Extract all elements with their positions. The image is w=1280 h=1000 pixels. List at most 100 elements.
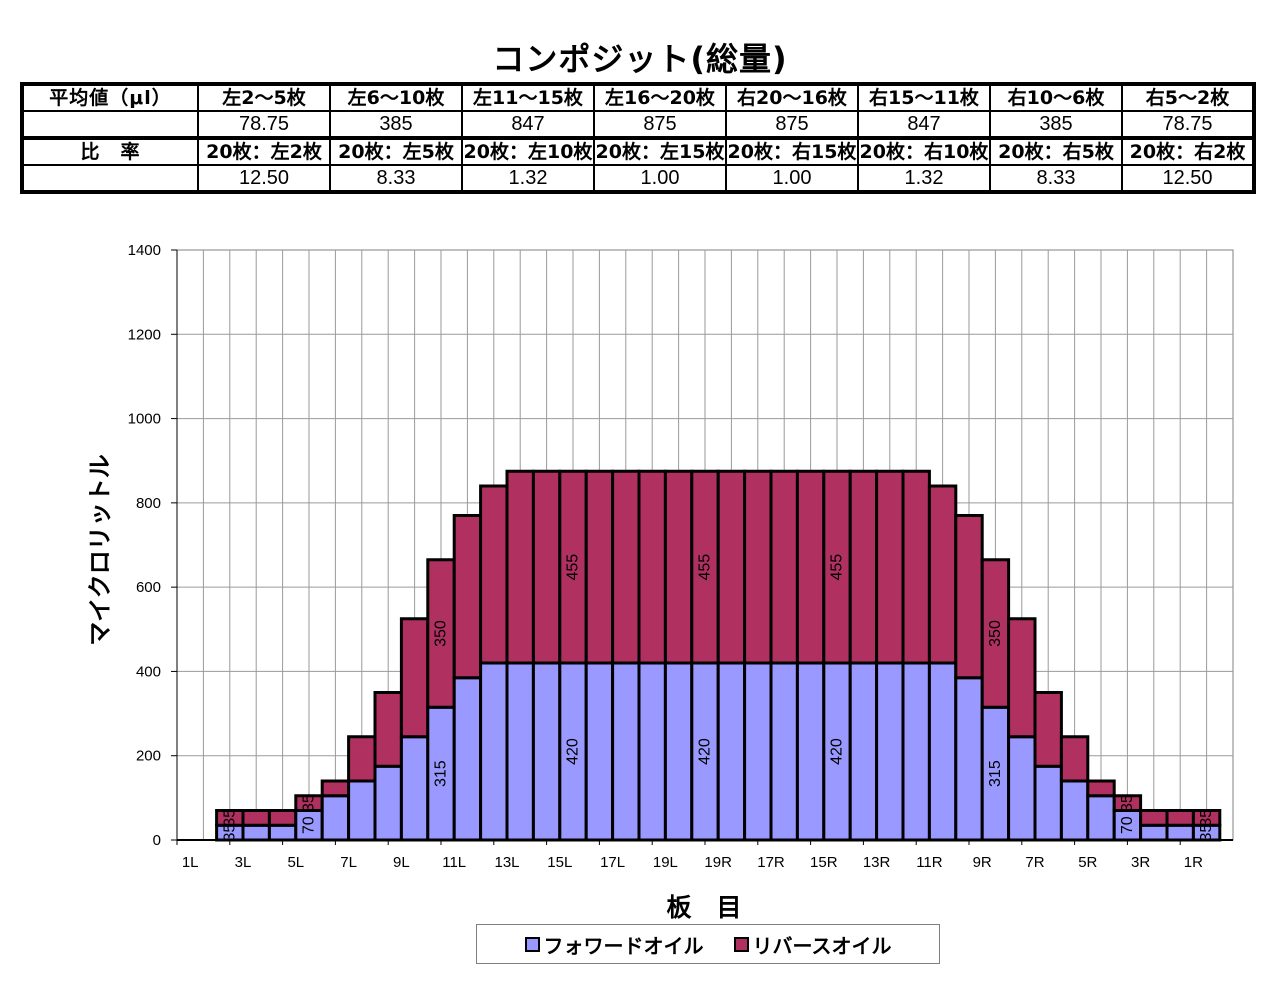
- bar-reverse-oil: [1191, 809, 1222, 827]
- table-header-cell: 右20～16枚: [725, 83, 859, 112]
- data-label: 35: [221, 809, 238, 827]
- bar-forward-oil: [716, 661, 747, 842]
- x-tick-label: 9R: [973, 854, 992, 871]
- bar-reverse-oil: [584, 469, 615, 665]
- data-label: 350: [433, 620, 450, 647]
- average-value: 385: [989, 110, 1123, 139]
- average-value: 847: [461, 110, 595, 139]
- x-tick-label: 13L: [494, 854, 519, 871]
- ratio-header-cell: 20枚：左15枚: [593, 136, 727, 166]
- bar-reverse-oil: [1033, 691, 1063, 768]
- bar-reverse-oil: [663, 469, 694, 665]
- bar-forward-oil: [1033, 764, 1063, 842]
- ratio-value: 1.32: [461, 164, 595, 193]
- x-tick-label: 5R: [1078, 854, 1097, 871]
- bar-reverse-oil: [373, 691, 403, 768]
- average-value: 847: [857, 110, 991, 139]
- data-label: 35: [301, 794, 318, 812]
- y-tick-label: 0: [153, 832, 161, 849]
- ratio-value: 1.32: [857, 164, 991, 193]
- bar-reverse-oil: [848, 469, 879, 665]
- bar-reverse-oil: [479, 484, 509, 665]
- data-label: 35: [1198, 824, 1215, 842]
- legend-item-reverse: リバースオイル: [733, 930, 892, 959]
- bar-reverse-oil: [320, 779, 351, 798]
- data-label: 35: [221, 824, 238, 842]
- data-label: 420: [565, 738, 582, 765]
- y-tick-label: 1400: [128, 242, 161, 259]
- y-tick-label: 1000: [128, 411, 161, 428]
- table-header-cell: 右15～11枚: [857, 83, 991, 112]
- average-value: 875: [725, 110, 859, 139]
- ratio-row: 12.50 8.33 1.32 1.00 1.00 1.32 8.33 12.5…: [21, 164, 1255, 193]
- bar-forward-oil: [241, 823, 271, 842]
- bar-forward-oil: [558, 661, 588, 842]
- bar-forward-oil: [584, 661, 615, 842]
- bar-forward-oil: [663, 661, 694, 842]
- x-tick-label: 5L: [287, 854, 304, 871]
- bar-forward-oil: [927, 661, 958, 842]
- average-value: 385: [329, 110, 463, 139]
- x-tick-label: 19L: [653, 854, 678, 871]
- bar-forward-oil: [452, 676, 483, 842]
- y-axis-title: マイクロリットル: [86, 454, 114, 646]
- summary-table: 平均値（μl） 左2～5枚 左6～10枚 左11～15枚 左16～20枚 右20…: [20, 82, 1256, 194]
- bar-forward-oil: [769, 661, 799, 842]
- bar-forward-oil: [848, 661, 879, 842]
- data-label: 350: [987, 620, 1004, 647]
- bar-forward-oil: [1139, 823, 1169, 842]
- bar-reverse-oil: [1139, 809, 1169, 827]
- bar-forward-oil: [875, 661, 905, 842]
- ratio-header-cell: 20枚：左5枚: [329, 136, 463, 166]
- ratio-value: 12.50: [197, 164, 331, 193]
- bar-forward-oil: [954, 676, 984, 842]
- bar-reverse-oil: [1086, 779, 1116, 798]
- ratio-header-row: 比 率 20枚：左2枚 20枚：左5枚 20枚：左10枚 20枚：左15枚 20…: [21, 136, 1255, 166]
- table-header-cell: 左2～5枚: [197, 83, 331, 112]
- x-tick-label: 15R: [810, 854, 838, 871]
- bar-forward-oil: [1059, 779, 1090, 842]
- bar-reverse-oil: [822, 469, 852, 665]
- x-tick-label: 17R: [757, 854, 785, 871]
- average-value: 78.75: [1121, 110, 1255, 139]
- bar-forward-oil: [320, 794, 351, 842]
- ratio-value: 8.33: [329, 164, 463, 193]
- table-header-cell: 左6～10枚: [329, 83, 463, 112]
- bar-forward-oil: [267, 823, 298, 842]
- bar-forward-oil: [505, 661, 535, 842]
- table-header-row: 平均値（μl） 左2～5枚 左6～10枚 左11～15枚 左16～20枚 右20…: [21, 83, 1255, 112]
- ratio-header-cell: 20枚：右15枚: [725, 136, 859, 166]
- data-label: 315: [987, 760, 1004, 787]
- bar-forward-oil: [795, 661, 826, 842]
- data-label: 455: [829, 554, 846, 581]
- bar-forward-oil: [901, 661, 931, 842]
- legend-label-forward: フォワードオイル: [543, 933, 704, 958]
- bar-reverse-oil: [399, 617, 430, 739]
- ratio-header-cell: 20枚：右5枚: [989, 136, 1123, 166]
- bar-forward-oil: [399, 735, 430, 842]
- bar-reverse-oil: [769, 469, 799, 665]
- x-tick-label: 11L: [442, 854, 466, 871]
- bar-reverse-oil: [716, 469, 747, 665]
- y-tick-label: 800: [136, 495, 161, 512]
- bar-reverse-oil: [875, 469, 905, 665]
- bar-reverse-oil: [1165, 809, 1195, 827]
- x-tick-label: 19R: [704, 854, 732, 871]
- ratio-header-cell: 20枚：右10枚: [857, 136, 991, 166]
- bar-reverse-oil: [267, 809, 298, 827]
- table-cell-empty: [21, 164, 199, 193]
- x-tick-label: 1L: [182, 854, 199, 871]
- chart-legend: フォワードオイル リバースオイル: [476, 924, 940, 964]
- bar-forward-oil: [743, 661, 773, 842]
- bar-reverse-oil: [795, 469, 826, 665]
- bar-reverse-oil: [1059, 735, 1090, 783]
- data-label: 70: [301, 816, 318, 834]
- bar-reverse-oil: [452, 514, 483, 680]
- ratio-value: 1.00: [593, 164, 727, 193]
- legend-swatch-forward: [524, 936, 540, 952]
- bar-reverse-oil: [241, 809, 271, 827]
- x-tick-label: 9L: [393, 854, 410, 871]
- y-tick-label: 400: [136, 663, 161, 680]
- data-label: 70: [1119, 816, 1136, 834]
